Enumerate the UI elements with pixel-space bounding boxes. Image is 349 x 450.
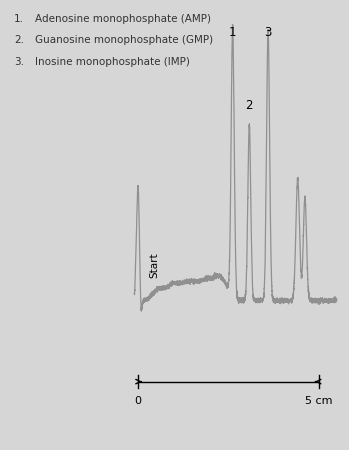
Text: 3: 3 bbox=[265, 26, 272, 39]
Text: 1: 1 bbox=[229, 26, 236, 39]
Text: Guanosine monophosphate (GMP): Guanosine monophosphate (GMP) bbox=[35, 35, 213, 45]
Text: Adenosine monophosphate (AMP): Adenosine monophosphate (AMP) bbox=[35, 14, 211, 23]
Text: 2: 2 bbox=[246, 99, 253, 112]
Text: 1.: 1. bbox=[14, 14, 24, 23]
Text: 3.: 3. bbox=[14, 57, 24, 67]
Text: 0: 0 bbox=[134, 396, 142, 406]
Text: Start: Start bbox=[150, 253, 160, 278]
Text: 5 cm: 5 cm bbox=[305, 396, 332, 406]
Text: Inosine monophosphate (IMP): Inosine monophosphate (IMP) bbox=[35, 57, 190, 67]
Text: 2.: 2. bbox=[14, 35, 24, 45]
